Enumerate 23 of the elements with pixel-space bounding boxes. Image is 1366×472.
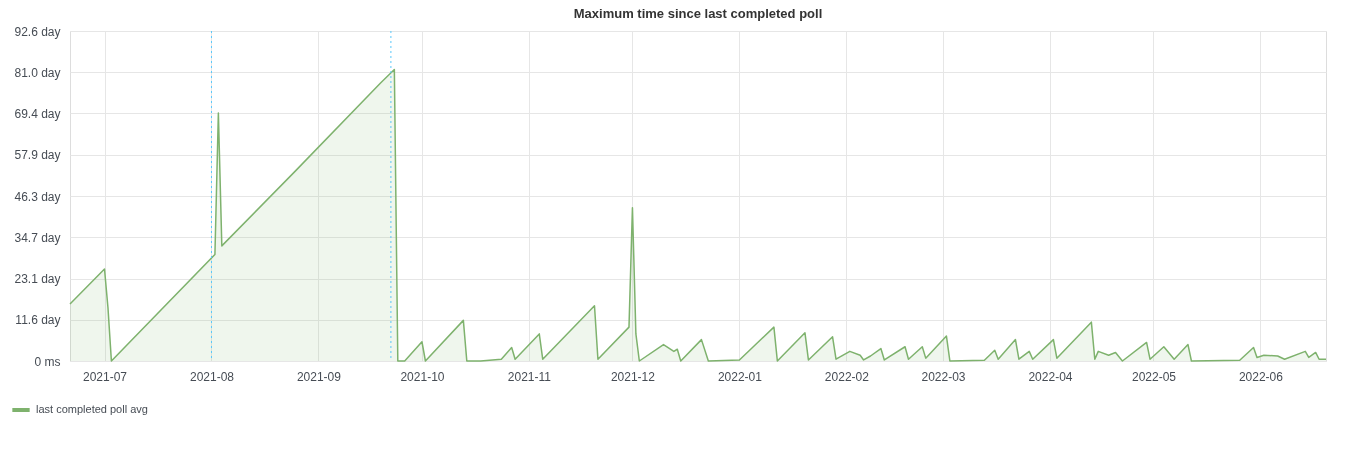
x-tick-label: 2021-12 (610, 369, 656, 384)
x-tick-label: 2021-10 (400, 369, 445, 384)
x-tick-label: 2022-03 (921, 369, 966, 384)
y-tick-label: 81.0 day (14, 65, 61, 80)
y-tick-label: 23.1 day (14, 272, 61, 286)
x-tick-label: 2022-01 (717, 369, 763, 384)
legend-label: last completed poll avg (36, 403, 148, 415)
y-tick-label: 57.9 day (14, 148, 61, 163)
y-tick-label: 34.7 day (14, 230, 61, 245)
x-tick-label: 2022-02 (824, 369, 870, 384)
y-tick-label: 0 ms (34, 354, 61, 369)
x-tick-label: 2022-04 (1028, 369, 1073, 384)
x-tick-label: 2022-05 (1131, 369, 1177, 384)
y-tick-label: 92.6 day (14, 24, 61, 39)
y-tick-label: 69.4 day (14, 107, 61, 121)
chart-title: Maximum time since last completed poll (573, 6, 823, 21)
x-tick-label: 2021-07 (82, 369, 128, 384)
y-tick-label: 46.3 day (14, 189, 61, 204)
x-tick-label: 2021-09 (296, 369, 342, 384)
y-tick-label: 11.6 day (15, 313, 61, 328)
x-tick-label: 2022-06 (1238, 369, 1284, 384)
x-tick-label: 2021-08 (189, 369, 235, 384)
x-tick-label: 2021-11 (507, 369, 552, 384)
